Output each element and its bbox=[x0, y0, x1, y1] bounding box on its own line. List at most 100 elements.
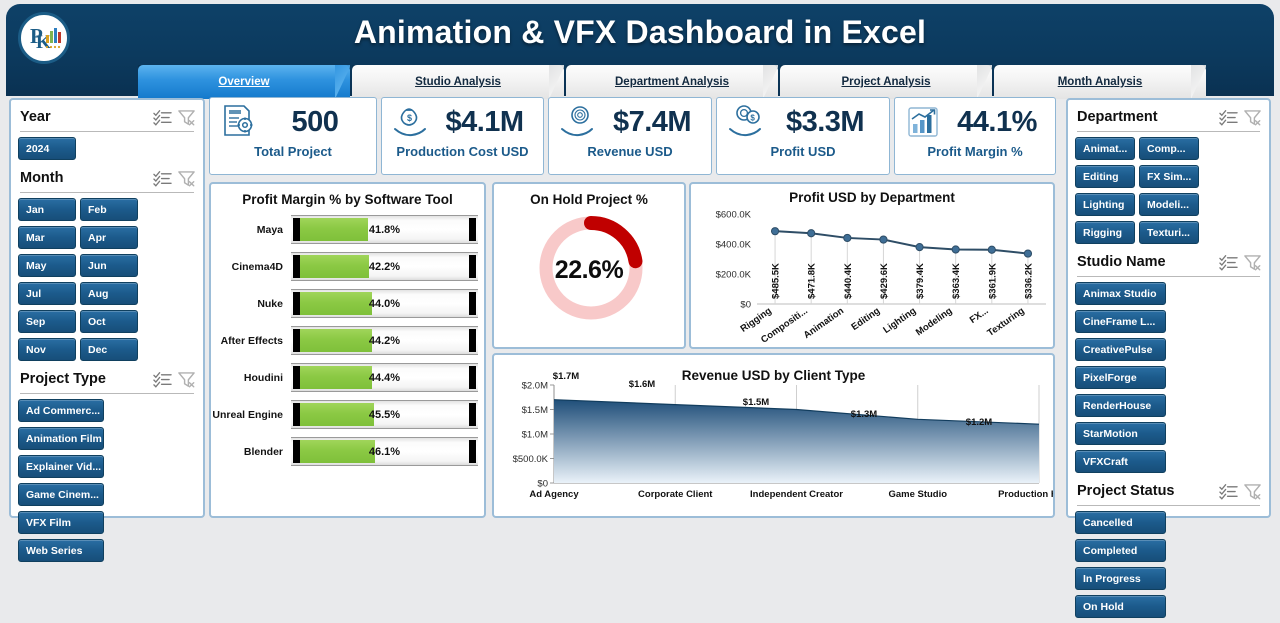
data-label: $361.9K bbox=[987, 263, 998, 299]
slicer-item[interactable]: Editing bbox=[1075, 165, 1135, 188]
clear-filter-button[interactable] bbox=[177, 170, 196, 187]
donut-center-label: 22.6% bbox=[554, 255, 624, 284]
kpi-value: 500 bbox=[291, 105, 339, 138]
multi-select-icon bbox=[1219, 254, 1238, 271]
tab-notch bbox=[763, 65, 778, 99]
slicer-item[interactable]: Lighting bbox=[1075, 193, 1135, 216]
kpi-top: 500 bbox=[210, 98, 376, 146]
slicer-item[interactable]: Completed bbox=[1075, 539, 1166, 562]
slicer-item[interactable]: Nov bbox=[18, 338, 76, 361]
clear-filter-button[interactable] bbox=[177, 109, 196, 126]
slicer-item[interactable]: Modeli... bbox=[1139, 193, 1199, 216]
kpi-label: Profit Margin % bbox=[927, 144, 1023, 159]
slicer-item[interactable]: PixelForge bbox=[1075, 366, 1166, 389]
slicer-title: Month bbox=[20, 170, 64, 186]
slicer-item[interactable]: Jan bbox=[18, 198, 76, 221]
tab-overview[interactable]: Overview bbox=[138, 65, 350, 99]
data-point bbox=[951, 245, 960, 254]
multi-select-button[interactable] bbox=[153, 109, 172, 126]
slicer-item[interactable]: Texturi... bbox=[1139, 221, 1199, 244]
bullet-value-label: 46.1% bbox=[368, 445, 401, 458]
clear-filter-button[interactable] bbox=[1243, 254, 1262, 271]
slicer-item[interactable]: FX Sim... bbox=[1139, 165, 1199, 188]
brand-logo: P K bbox=[18, 12, 70, 64]
multi-select-button[interactable] bbox=[1219, 483, 1238, 500]
page-title: Animation & VFX Dashboard in Excel bbox=[353, 14, 927, 50]
multi-select-button[interactable] bbox=[1219, 109, 1238, 126]
slicer-item[interactable]: VFX Film bbox=[18, 511, 104, 534]
slicer-item[interactable]: Web Series bbox=[18, 539, 104, 562]
x-axis-category: Texturing bbox=[985, 305, 1026, 339]
slicer-item[interactable]: Comp... bbox=[1139, 137, 1199, 160]
slicer-item[interactable]: Explainer Vid... bbox=[18, 455, 104, 478]
bullet-chart: Maya 41.8% Cinema4D 42.2% Nuke 44.0% After Eff… bbox=[211, 211, 484, 470]
data-point bbox=[879, 235, 888, 244]
slicer-item[interactable]: Jul bbox=[18, 282, 76, 305]
bullet-fill bbox=[300, 255, 369, 278]
slicer-item[interactable]: Mar bbox=[18, 226, 76, 249]
clear-filter-icon bbox=[1244, 109, 1261, 125]
slicer-item[interactable]: Game Cinem... bbox=[18, 483, 104, 506]
svg-text:$: $ bbox=[407, 113, 412, 123]
data-point bbox=[807, 229, 816, 238]
slicer-item[interactable]: VFXCraft bbox=[1075, 450, 1166, 473]
bullet-cap-right bbox=[469, 329, 476, 352]
slicer-item[interactable]: Rigging bbox=[1075, 221, 1135, 244]
tab-label: Month Analysis bbox=[1057, 76, 1143, 88]
kpi-top: 44.1% bbox=[895, 98, 1055, 146]
x-axis-category: Ad Agency bbox=[529, 489, 579, 500]
multi-select-button[interactable] bbox=[153, 170, 172, 187]
slicer-item[interactable]: 2024 bbox=[18, 137, 76, 160]
tab-label: Department Analysis bbox=[615, 76, 729, 88]
clear-filter-icon bbox=[178, 371, 195, 387]
bullet-track: 42.2% bbox=[291, 252, 478, 281]
slicer-item[interactable]: StarMotion bbox=[1075, 422, 1166, 445]
tab-label: Project Analysis bbox=[841, 76, 931, 88]
clear-filter-button[interactable] bbox=[1243, 483, 1262, 500]
slicer-item[interactable]: Animation Film bbox=[18, 427, 104, 450]
tab-department-analysis[interactable]: Department Analysis bbox=[566, 65, 778, 99]
slicer-header: Studio Name bbox=[1071, 249, 1266, 275]
slicer-project-status: Project Status Cancelled Completed In Progr… bbox=[1071, 478, 1266, 623]
slicer-item[interactable]: Animax Studio bbox=[1075, 282, 1166, 305]
slicer-project-type: Project Type Ad Commerc... Animation Film E… bbox=[14, 366, 200, 567]
clear-filter-button[interactable] bbox=[177, 371, 196, 388]
slicer-item[interactable]: CineFrame L... bbox=[1075, 310, 1166, 333]
bullet-category: Unreal Engine bbox=[212, 408, 283, 421]
bullet-cap-left bbox=[293, 255, 300, 278]
multi-select-button[interactable] bbox=[1219, 254, 1238, 271]
data-label: $429.6K bbox=[879, 263, 890, 299]
bullet-category: Cinema4D bbox=[231, 260, 283, 273]
hand-profit-icon: $ bbox=[729, 105, 761, 137]
area-top-line bbox=[553, 399, 1040, 425]
slicer-item[interactable]: Feb bbox=[80, 198, 138, 221]
slicer-item[interactable]: Cancelled bbox=[1075, 511, 1166, 534]
slicer-item[interactable]: Animat... bbox=[1075, 137, 1135, 160]
slicer-item[interactable]: Dec bbox=[80, 338, 138, 361]
slicer-items: Jan Feb Mar Apr May Jun Jul Aug Sep Oct Nov Dec bbox=[14, 198, 200, 366]
slicer-item[interactable]: RenderHouse bbox=[1075, 394, 1166, 417]
x-axis-category: FX... bbox=[968, 305, 991, 326]
tab-label: Overview bbox=[218, 76, 270, 88]
slicer-item[interactable]: CreativePulse bbox=[1075, 338, 1166, 361]
multi-select-button[interactable] bbox=[153, 371, 172, 388]
bullet-track: 44.0% bbox=[291, 289, 478, 318]
slicer-item[interactable]: In Progress bbox=[1075, 567, 1166, 590]
slicer-item[interactable]: Aug bbox=[80, 282, 138, 305]
kpi-top: $7.4M bbox=[549, 98, 711, 146]
tab-studio-analysis[interactable]: Studio Analysis bbox=[352, 65, 564, 99]
slicer-items: Animax Studio CineFrame L... CreativePulse… bbox=[1071, 282, 1266, 478]
tab-project-analysis[interactable]: Project Analysis bbox=[780, 65, 992, 99]
slicer-item[interactable]: Jun bbox=[80, 254, 138, 277]
clear-filter-icon bbox=[1244, 254, 1261, 270]
tab-month-analysis[interactable]: Month Analysis bbox=[994, 65, 1206, 99]
slicer-item[interactable]: May bbox=[18, 254, 76, 277]
bullet-row: After Effects 44.2% bbox=[211, 322, 484, 359]
clear-filter-icon bbox=[1244, 483, 1261, 499]
clear-filter-button[interactable] bbox=[1243, 109, 1262, 126]
slicer-item[interactable]: Apr bbox=[80, 226, 138, 249]
slicer-item[interactable]: Sep bbox=[18, 310, 76, 333]
slicer-item[interactable]: Ad Commerc... bbox=[18, 399, 104, 422]
slicer-item[interactable]: Oct bbox=[80, 310, 138, 333]
slicer-item[interactable]: On Hold bbox=[1075, 595, 1166, 618]
